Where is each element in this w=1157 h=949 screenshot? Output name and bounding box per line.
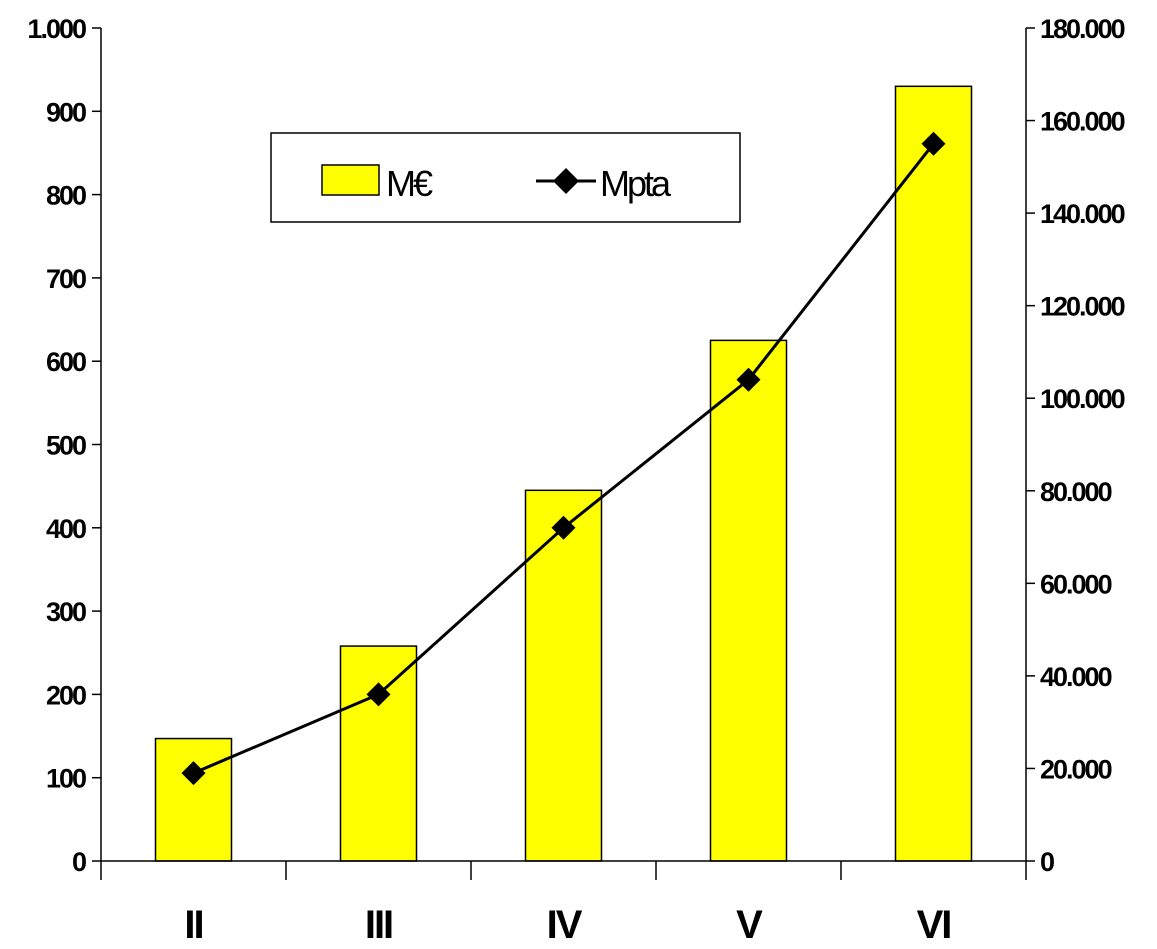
bar-III (339, 645, 418, 862)
y-right-tick-label: 160.000 (1040, 107, 1125, 137)
line-series (181, 131, 946, 786)
y-left-tick-label: 300 (46, 597, 86, 627)
bar-V (709, 339, 788, 862)
legend-label-bar: M€ (386, 163, 433, 204)
y-left-tick-label: 0 (72, 847, 86, 877)
x-tick-label-III: III (365, 903, 392, 947)
legend-diamond-marker (553, 168, 579, 194)
y-right-tick-label: 40.000 (1040, 662, 1112, 692)
y-right-tick-label: 20.000 (1040, 754, 1112, 784)
legend: M€ Mpta (270, 132, 741, 223)
bar-IV (524, 489, 603, 862)
y-left-tick-label: 400 (46, 514, 86, 544)
y-left-tick-label: 700 (46, 264, 86, 294)
y-left-tick-label: 100 (46, 764, 86, 794)
x-tick-label-IV: IV (547, 903, 583, 947)
y-right-tick-label: 120.000 (1040, 292, 1125, 322)
x-tick-label-V: V (736, 903, 763, 947)
line-point-II (181, 761, 206, 786)
line-point-III (366, 682, 391, 707)
bar-II (154, 737, 233, 862)
legend-bar-swatch (321, 164, 380, 196)
legend-label-line: Mpta (600, 163, 672, 204)
y-right-tick-label: 100.000 (1040, 384, 1125, 414)
x-tick-label-VI: VI (917, 903, 951, 947)
line-point-IV (551, 515, 576, 540)
x-tick-label-II: II (184, 903, 202, 947)
y-left-tick-label: 900 (46, 97, 86, 127)
bar-VI (894, 85, 973, 862)
y-right-tick-label: 140.000 (1040, 199, 1125, 229)
y-left-tick-label: 600 (46, 347, 86, 377)
y-right-tick-label: 0 (1040, 847, 1054, 877)
y-left-tick-label: 800 (46, 181, 86, 211)
y-right-tick-label: 180.000 (1040, 14, 1125, 44)
y-left-tick-label: 1.000 (27, 14, 86, 44)
line-point-VI (921, 131, 946, 156)
line-point-V (736, 367, 761, 392)
y-left-tick-label: 500 (46, 431, 86, 461)
y-right-tick-label: 60.000 (1040, 569, 1112, 599)
y-right-tick-label: 80.000 (1040, 477, 1112, 507)
bar-series (154, 85, 973, 862)
y-left-tick-label: 200 (46, 680, 86, 710)
axes: 0 100 200 300 400 500 600 700 800 900 1.000 0 20.000… (27, 14, 1126, 947)
